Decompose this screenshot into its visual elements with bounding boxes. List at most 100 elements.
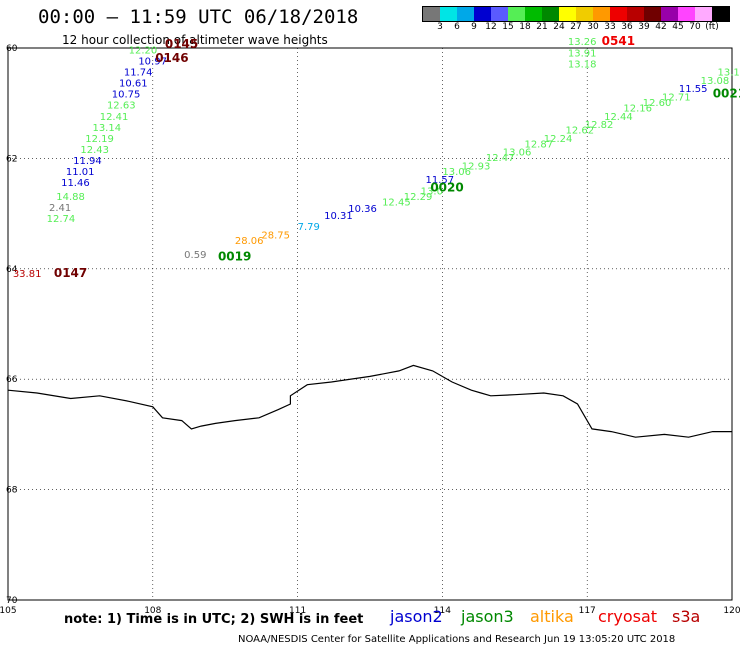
satellite-name: jason3 — [461, 607, 514, 626]
legend-swatch — [440, 7, 457, 21]
wave-height-value: 12.45 — [382, 197, 411, 208]
lon-tick-label: 111 — [289, 606, 306, 616]
legend-label: 18 — [519, 22, 531, 32]
legend-label: 24 — [553, 22, 565, 32]
wave-height-value: 13.0 — [421, 186, 443, 197]
lat-tick-label: 64 — [6, 265, 18, 275]
legend-swatch — [474, 7, 491, 21]
legend-swatch — [508, 7, 525, 21]
wave-height-value: 7.79 — [298, 222, 320, 233]
wave-height-value: 13.91 — [568, 48, 597, 59]
map-subtitle: 12 hour collection of altimeter wave hei… — [62, 33, 328, 47]
wave-height-value: 13.14 — [92, 123, 121, 134]
wave-height-value: 10.36 — [348, 204, 377, 215]
legend-swatch — [542, 7, 559, 21]
wave-height-value: 12.63 — [107, 101, 136, 112]
wave-height-value: 11.94 — [73, 156, 102, 167]
lat-tick-label: 66 — [6, 375, 18, 385]
wave-height-value: 12.29 — [404, 192, 433, 203]
satellite-name: jason2 — [390, 607, 443, 626]
lat-tick-label: 60 — [6, 44, 18, 54]
lat-tick-label: 62 — [6, 154, 17, 164]
wave-height-value: 12.71 — [662, 92, 691, 103]
wave-height-value: 14.88 — [56, 192, 85, 203]
wave-height-value: 12.16 — [623, 103, 652, 114]
legend-swatch — [457, 7, 474, 21]
lat-tick-label: 70 — [6, 596, 18, 606]
wave-height-value: 12.62 — [565, 126, 594, 137]
wave-height-value: 12.41 — [100, 112, 129, 123]
pass-time-label: 0147 — [54, 266, 87, 280]
satellite-name: altika — [530, 607, 574, 626]
wave-height-value: 12.60 — [643, 98, 672, 109]
lon-tick-label: 120 — [723, 606, 740, 616]
map-title: 00:00 – 11:59 UTC 06/18/2018 — [38, 6, 359, 28]
wave-height-value: 12.87 — [524, 139, 553, 150]
legend-swatch — [678, 7, 695, 21]
color-legend — [422, 6, 730, 22]
legend-label: 12 — [485, 22, 497, 32]
legend-swatch — [627, 7, 644, 21]
legend-label: 36 — [621, 22, 633, 32]
footnote: note: 1) Time is in UTC; 2) SWH is in fe… — [64, 612, 364, 627]
wave-height-value: 13.12 — [718, 68, 740, 79]
legend-label: 45 — [672, 22, 684, 32]
legend-label: 21 — [536, 22, 548, 32]
wave-height-value: 12.19 — [85, 134, 114, 145]
pass-time-label: 0020 — [430, 181, 463, 195]
pass-time-label: 0021 — [713, 87, 740, 101]
legend-label: 3 — [437, 22, 443, 32]
legend-swatch — [661, 7, 678, 21]
legend-label: 15 — [502, 22, 514, 32]
wave-height-value: 12.44 — [604, 112, 633, 123]
pass-time-label: 0541 — [602, 34, 635, 48]
wave-height-value: 13.06 — [503, 148, 532, 159]
wave-height-value: 13.08 — [701, 76, 730, 87]
wave-height-value: 11.01 — [66, 167, 95, 178]
wave-height-value: 13.06 — [442, 167, 471, 178]
legend-swatch — [695, 7, 712, 21]
coastline — [7, 364, 732, 438]
legend-swatch — [712, 7, 729, 21]
wave-height-value: 10.75 — [112, 90, 141, 101]
legend-label: 30 — [587, 22, 599, 32]
wave-height-value: 12.74 — [47, 214, 76, 225]
legend-label: 9 — [471, 22, 477, 32]
lon-tick-label: 108 — [144, 606, 161, 616]
satellite-name: cryosat — [598, 607, 658, 626]
wave-height-value: 12.93 — [462, 161, 491, 172]
wave-height-value: 12.20 — [129, 46, 158, 57]
legend-swatch — [644, 7, 661, 21]
wave-height-value: 11.57 — [426, 175, 455, 186]
legend-swatch — [423, 7, 440, 21]
legend-label: (ft) — [705, 22, 719, 32]
wave-height-value: 28.75 — [261, 230, 290, 241]
wave-height-value: 12.47 — [486, 153, 515, 164]
pass-time-label: 0145 — [165, 37, 198, 51]
pass-time-label: 0019 — [218, 250, 251, 264]
wave-height-value: 10.61 — [119, 79, 148, 90]
legend-swatch — [559, 7, 576, 21]
wave-height-value: 28.06 — [235, 236, 264, 247]
wave-height-value: 11.46 — [61, 178, 90, 189]
lon-tick-label: 117 — [579, 606, 596, 616]
legend-swatch — [593, 7, 610, 21]
wave-height-value: 11.55 — [679, 84, 708, 95]
legend-label: 42 — [655, 22, 667, 32]
lon-tick-label: 114 — [434, 606, 451, 616]
legend-label: 39 — [638, 22, 650, 32]
wave-height-value: 10.31 — [324, 211, 353, 222]
wave-height-value: 33.81 — [13, 269, 42, 280]
wave-height-value: 12.43 — [80, 145, 109, 156]
wave-height-value: 11.74 — [124, 68, 153, 79]
satellite-name: s3a — [672, 607, 701, 626]
wave-height-value: 13.18 — [568, 59, 597, 70]
lon-tick-label: 105 — [0, 606, 17, 616]
legend-label: 6 — [454, 22, 460, 32]
legend-swatch — [491, 7, 508, 21]
wave-height-value: 0.59 — [184, 250, 206, 261]
lat-tick-label: 68 — [6, 486, 18, 496]
legend-label: 70 — [689, 22, 701, 32]
wave-height-value: 10.97 — [138, 57, 167, 68]
